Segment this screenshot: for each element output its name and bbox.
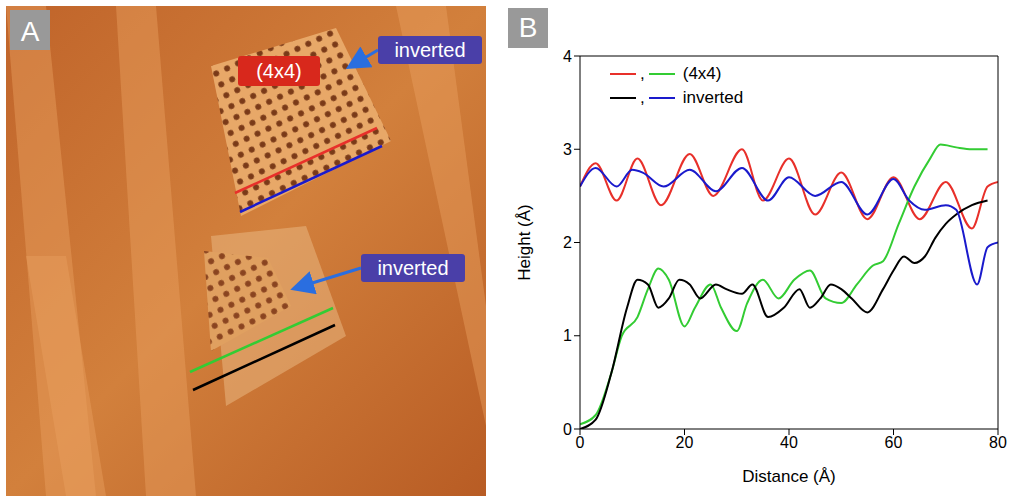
svg-text:inverted: inverted: [394, 39, 465, 61]
svg-text:4: 4: [563, 48, 572, 65]
svg-text:Distance (Å): Distance (Å): [742, 467, 836, 486]
svg-text:1: 1: [563, 327, 572, 344]
svg-text:80: 80: [989, 434, 1007, 451]
svg-text:Height (Å): Height (Å): [515, 204, 534, 281]
svg-text:2: 2: [563, 234, 572, 251]
html-text:inverted: inverted: [682, 88, 744, 107]
svg-text:0: 0: [576, 434, 585, 451]
svg-text:A: A: [21, 16, 40, 47]
svg-text:(4x4): (4x4): [256, 60, 302, 82]
svg-text:0: 0: [563, 421, 572, 438]
svg-text:inverted: inverted: [377, 257, 448, 279]
svg-text:20: 20: [676, 434, 694, 451]
svg-text:60: 60: [885, 434, 903, 451]
html-text:B: B: [518, 12, 538, 43]
svg-text:3: 3: [563, 141, 572, 158]
svg-text:40: 40: [780, 434, 798, 451]
html-text:(4x4): (4x4): [682, 64, 722, 83]
